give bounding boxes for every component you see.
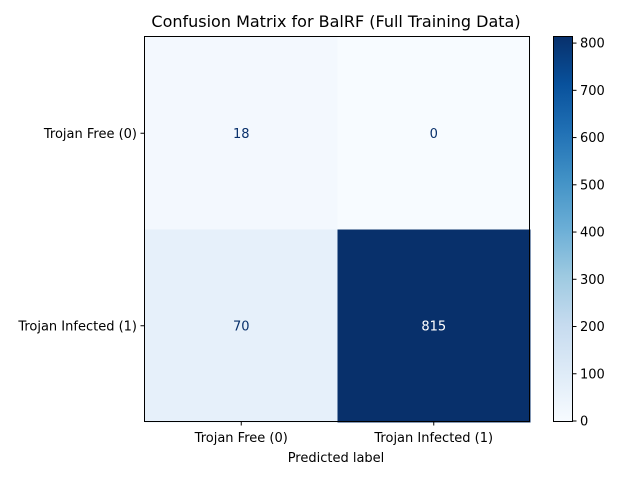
- x-tick-label-1: Trojan Infected (1): [373, 431, 493, 446]
- colorbar-tick-label-3: 300: [580, 273, 605, 288]
- y-tick-label-0: Trojan Free (0): [43, 127, 137, 142]
- cell-value-0-1: 0: [430, 127, 438, 142]
- colorbar-tick-label-1: 100: [580, 367, 605, 382]
- cell-value-0-0: 18: [233, 127, 250, 142]
- colorbar-tick-label-6: 600: [580, 131, 605, 146]
- x-tick-label-0: Trojan Free (0): [194, 431, 288, 446]
- heatmap-cell-0-0: [145, 37, 338, 230]
- colorbar-tick-label-5: 500: [580, 178, 605, 193]
- heatmap-cell-1-1: [337, 229, 531, 423]
- cell-value-1-1: 815: [421, 319, 446, 334]
- heatmap-cell-0-1: [337, 37, 531, 230]
- heatmap-cells: [145, 37, 531, 423]
- colorbar-tick-label-8: 800: [580, 37, 605, 52]
- cell-value-1-0: 70: [233, 319, 250, 334]
- colorbar-tick-label-7: 700: [580, 84, 605, 99]
- chart-title: Confusion Matrix for BalRF (Full Trainin…: [151, 12, 520, 31]
- colorbar: [553, 36, 572, 421]
- colorbar-frame: [553, 36, 573, 422]
- y-axis-ticks: Trojan Free (0) Trojan Infected (1): [17, 127, 145, 334]
- heatmap-cell-1-0: [145, 229, 338, 423]
- colorbar-tick-label-2: 200: [580, 320, 605, 335]
- colorbar-tick-label-4: 400: [580, 226, 605, 241]
- y-tick-label-1: Trojan Infected (1): [17, 319, 137, 334]
- x-axis-ticks: Trojan Free (0) Trojan Infected (1): [194, 421, 493, 446]
- heatmap-cell-labels: 18 0 70 815: [233, 127, 446, 335]
- x-axis-label: Predicted label: [288, 451, 385, 466]
- colorbar-ticks: 0 100 200 300 400 500 600 700 800: [572, 37, 605, 430]
- plot-frame: [144, 36, 530, 422]
- colorbar-tick-label-0: 0: [580, 415, 588, 430]
